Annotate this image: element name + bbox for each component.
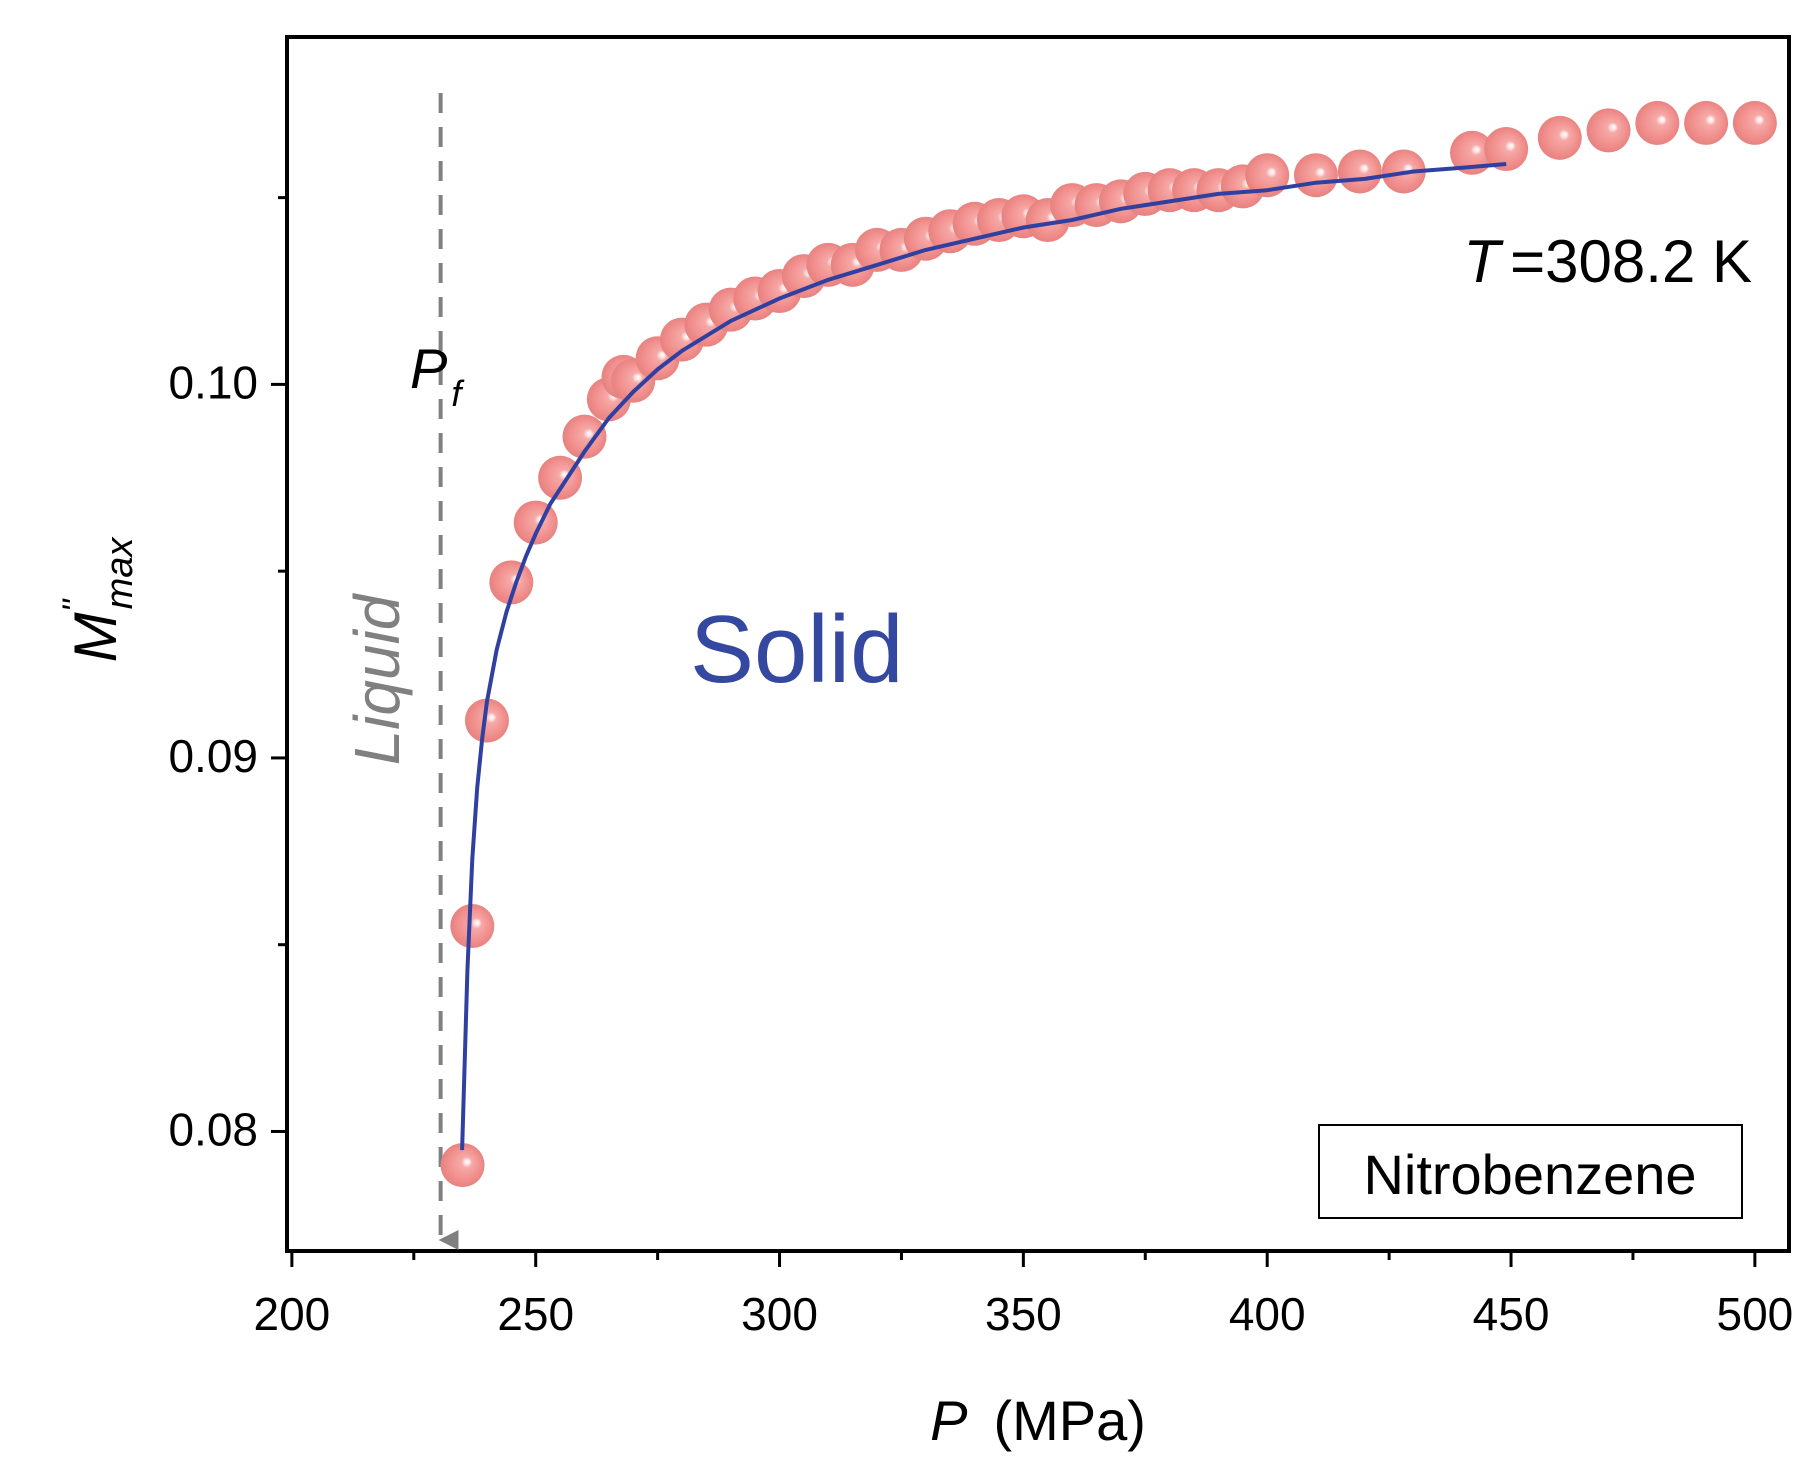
temperature-value: =308.2 K: [1510, 228, 1752, 295]
temperature-symbol: T: [1463, 228, 1504, 295]
data-point: [1245, 153, 1290, 198]
fit-group: [460, 162, 1507, 1151]
x-tick-label: 200: [254, 1288, 331, 1340]
x-axis-title: P (MPa): [930, 1389, 1146, 1452]
x-tick-label: 450: [1473, 1288, 1550, 1340]
x-tick-label: 500: [1716, 1288, 1793, 1340]
plot-frame: [285, 35, 1791, 1253]
x-tick-label: 350: [985, 1288, 1062, 1340]
y-tick-label: 0.09: [168, 730, 258, 782]
x-tick-label: 300: [741, 1288, 818, 1340]
pf-label-main: P: [410, 337, 447, 400]
sample-label: Nitrobenzene: [1363, 1143, 1696, 1206]
data-point: [1586, 108, 1631, 153]
data-point: [538, 455, 583, 500]
x-tick-label: 400: [1229, 1288, 1306, 1340]
data-point: [1293, 153, 1338, 198]
x-tick-labels: 200 250 300 350 400 450 500: [254, 1288, 1794, 1340]
x-axis-ticks: [290, 1251, 1757, 1267]
sample-label-box: [1318, 1124, 1743, 1219]
data-point: [1684, 100, 1729, 145]
fit-curve: [460, 162, 1507, 1151]
x-axis-unit: (MPa): [993, 1389, 1145, 1452]
data-point: [464, 698, 509, 743]
y-tick-labels: 0.08 0.09 0.10: [168, 357, 258, 1156]
data-point: [1450, 130, 1495, 175]
y-axis-title: M'' max: [56, 536, 141, 663]
data-point: [1484, 127, 1529, 172]
data-point: [450, 904, 495, 949]
y-axis-ticks: [271, 196, 287, 1133]
x-axis-symbol: P: [930, 1389, 967, 1452]
y-axis-subscript: max: [99, 536, 141, 610]
solid-label: Solid: [690, 596, 903, 703]
data-point: [1537, 115, 1582, 160]
y-tick-label: 0.10: [168, 357, 258, 409]
svg-text:M''max: M'' max: [56, 536, 141, 663]
y-axis-prime: '': [56, 598, 94, 612]
liquid-label: Liquid: [341, 592, 413, 765]
pf-label-sub: f: [451, 373, 465, 414]
data-point: [562, 414, 607, 459]
data-point: [1732, 100, 1777, 145]
data-point: [1337, 149, 1382, 194]
temperature-label: T =308.2 K: [1463, 228, 1752, 295]
y-axis-symbol: M: [62, 612, 129, 662]
y-tick-label: 0.08: [168, 1104, 258, 1156]
x-tick-label: 250: [497, 1288, 574, 1340]
data-point: [1635, 100, 1680, 145]
data-point: [440, 1143, 485, 1188]
